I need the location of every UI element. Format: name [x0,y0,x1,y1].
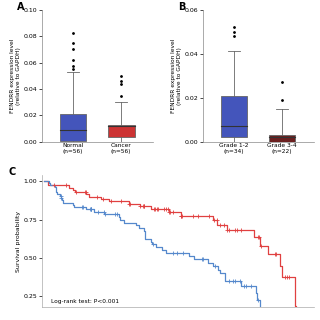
Text: C: C [9,167,16,177]
Text: A: A [17,2,25,12]
Text: B: B [178,2,186,12]
Y-axis label: FENDRR expression level
(relative to GAPDH): FENDRR expression level (relative to GAP… [171,38,182,113]
Text: Log-rank test: P<0.001: Log-rank test: P<0.001 [52,299,119,304]
Bar [60,114,86,140]
Y-axis label: FENDRR expression level
(relative to GAPDH): FENDRR expression level (relative to GAP… [10,38,21,113]
Bar [269,135,295,142]
Y-axis label: Survival probability: Survival probability [16,211,21,272]
Bar [108,125,134,137]
Bar [221,96,247,138]
